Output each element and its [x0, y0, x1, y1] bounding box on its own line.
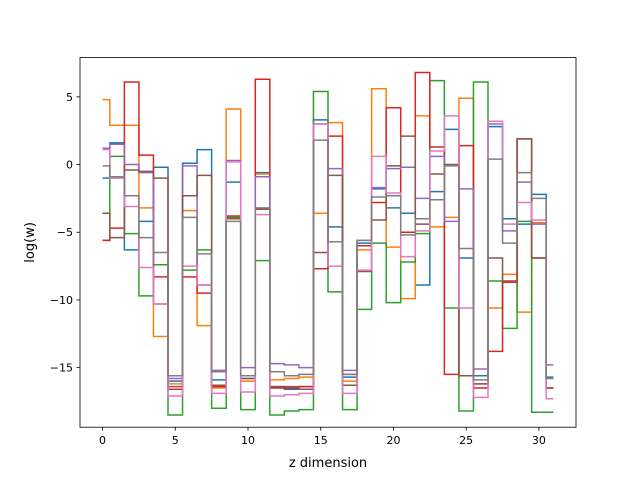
x-tick-label: 0: [99, 434, 106, 447]
series-line-8: [102, 139, 554, 381]
x-tick-label: 15: [314, 434, 328, 447]
y-axis-ticks: −15 −10 −5 0 5: [50, 91, 80, 375]
x-tick-label: 5: [172, 434, 179, 447]
y-tick-label: −5: [57, 226, 73, 239]
y-tick-label: 0: [66, 159, 73, 172]
y-tick-label: −15: [50, 362, 73, 375]
plot-lines: [102, 71, 554, 416]
x-tick-label: 25: [459, 434, 473, 447]
y-tick-label: 5: [66, 91, 73, 104]
y-axis-label: log(w): [23, 222, 38, 263]
x-tick-label: 30: [532, 434, 546, 447]
x-tick-label: 20: [386, 434, 400, 447]
axes-frame: [79, 57, 577, 428]
y-tick-label: −10: [50, 294, 73, 307]
x-tick-label: 10: [241, 434, 255, 447]
x-axis-ticks: 0 5 10 15 20 25 30: [99, 427, 546, 447]
x-axis-label: z dimension: [289, 456, 367, 471]
